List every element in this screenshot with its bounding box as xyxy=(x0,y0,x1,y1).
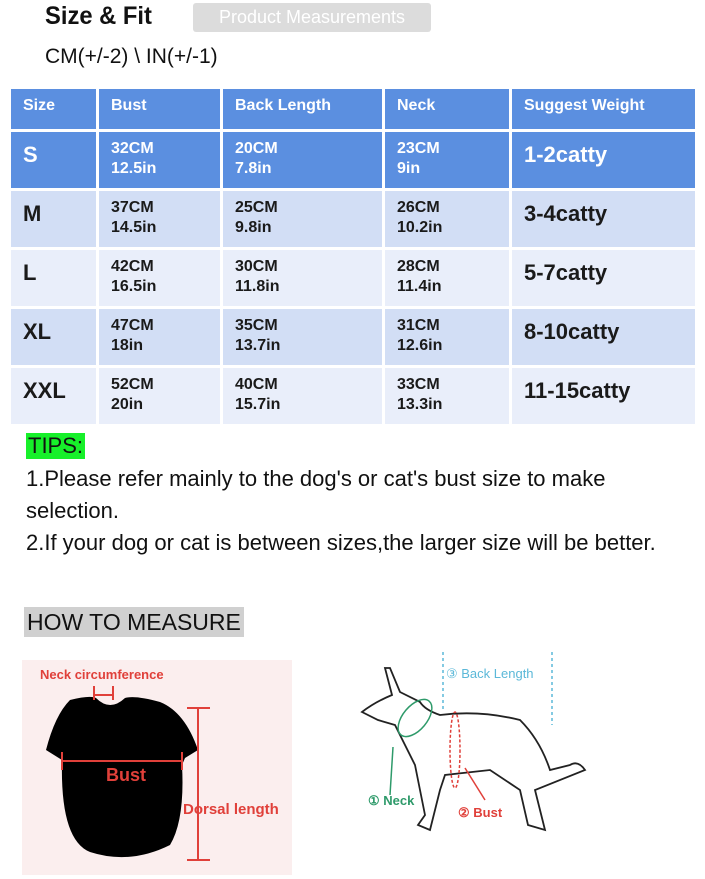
bust-cell: 47CM 18in xyxy=(99,309,220,365)
bust-cm: 42CM xyxy=(111,258,154,275)
neck-cell: 31CM 12.6in xyxy=(385,309,509,365)
dog-bust-label: ② Bust xyxy=(458,805,503,820)
neck-cell: 33CM 13.3in xyxy=(385,368,509,424)
size-cell: XL xyxy=(11,309,96,365)
neck-in: 10.2in xyxy=(397,219,443,236)
measurement-diagrams: Neck circumference Bust Dorsal length ③ … xyxy=(22,652,587,875)
bust-cm: 37CM xyxy=(111,199,154,216)
header-back-length: Back Length xyxy=(223,89,382,129)
how-to-measure-heading: HOW TO MEASURE xyxy=(24,607,244,637)
back-length-cell: 25CM 9.8in xyxy=(223,191,382,247)
weight-cell: 5-7catty xyxy=(512,250,695,306)
bust-cm: 47CM xyxy=(111,317,154,334)
back-length-cell: 40CM 15.7in xyxy=(223,368,382,424)
back-in: 9.8in xyxy=(235,219,272,236)
neck-cm: 26CM xyxy=(397,199,440,216)
page-title: Size & Fit xyxy=(45,2,152,30)
back-cm: 35CM xyxy=(235,317,278,334)
back-length-cell: 20CM 7.8in xyxy=(223,132,382,188)
bust-cm: 32CM xyxy=(111,140,154,157)
back-cm: 20CM xyxy=(235,140,278,157)
bust-label: Bust xyxy=(106,765,146,785)
neck-in: 13.3in xyxy=(397,396,443,413)
back-cm: 25CM xyxy=(235,199,278,216)
header-bust: Bust xyxy=(99,89,220,129)
weight-cell: 11-15catty xyxy=(512,368,695,424)
neck-cell: 26CM 10.2in xyxy=(385,191,509,247)
weight-cell: 8-10catty xyxy=(512,309,695,365)
table-row: L 42CM 16.5in 30CM 11.8in 28CM 11.4in 5-7ca… xyxy=(11,250,695,306)
back-in: 13.7in xyxy=(235,337,281,354)
size-chart-table: Size Bust Back Length Neck Suggest Weigh… xyxy=(8,86,698,427)
back-length-label: ③ Back Length xyxy=(446,666,534,681)
back-in: 15.7in xyxy=(235,396,281,413)
table-row: S 32CM 12.5in 20CM 7.8in 23CM 9in 1-2catty xyxy=(11,132,695,188)
back-in: 7.8in xyxy=(235,160,272,177)
shirt-measure-lines xyxy=(61,686,210,861)
size-cell: M xyxy=(11,191,96,247)
table-header-row: Size Bust Back Length Neck Suggest Weigh… xyxy=(11,89,695,129)
tip-1: 1.Please refer mainly to the dog's or ca… xyxy=(26,466,606,523)
back-in: 11.8in xyxy=(235,278,280,295)
neck-circumference-label: Neck circumference xyxy=(40,667,164,682)
tips-label: TIPS: xyxy=(26,433,86,459)
dog-outline-icon xyxy=(360,667,587,832)
header-suggest-weight: Suggest Weight xyxy=(512,89,695,129)
bust-cell: 42CM 16.5in xyxy=(99,250,220,306)
bust-in: 18in xyxy=(111,337,144,354)
bust-in: 20in xyxy=(111,396,144,413)
bust-cell: 52CM 20in xyxy=(99,368,220,424)
bust-in: 14.5in xyxy=(111,219,157,236)
back-length-cell: 35CM 13.7in xyxy=(223,309,382,365)
bust-cm: 52CM xyxy=(111,376,154,393)
back-length-cell: 30CM 11.8in xyxy=(223,250,382,306)
bust-cell: 32CM 12.5in xyxy=(99,132,220,188)
neck-cm: 33CM xyxy=(397,376,440,393)
weight-cell: 1-2catty xyxy=(512,132,695,188)
size-cell: L xyxy=(11,250,96,306)
dog-measure-lines xyxy=(389,652,553,801)
header-neck: Neck xyxy=(385,89,509,129)
tip-2: 2.If your dog or cat is between sizes,th… xyxy=(26,530,656,555)
bust-cell: 37CM 14.5in xyxy=(99,191,220,247)
back-cm: 30CM xyxy=(235,258,278,275)
dorsal-length-label: Dorsal length xyxy=(183,801,279,818)
header-size: Size xyxy=(11,89,96,129)
size-cell: S xyxy=(11,132,96,188)
neck-label: ① Neck xyxy=(368,793,415,808)
neck-in: 9in xyxy=(397,160,421,177)
neck-cm: 23CM xyxy=(397,140,440,157)
table-row: XL 47CM 18in 35CM 13.7in 31CM 12.6in 8-10ca… xyxy=(11,309,695,365)
table-row: M 37CM 14.5in 25CM 9.8in 26CM 10.2in 3-4cat… xyxy=(11,191,695,247)
bust-in: 16.5in xyxy=(111,278,157,295)
neck-cell: 23CM 9in xyxy=(385,132,509,188)
neck-cm: 31CM xyxy=(397,317,440,334)
neck-in: 11.4in xyxy=(397,278,442,295)
neck-cm: 28CM xyxy=(397,258,440,275)
table-row: XXL 52CM 20in 40CM 15.7in 33CM 13.3in 11-15… xyxy=(11,368,695,424)
shirt-silhouette-icon xyxy=(46,696,198,858)
tolerance-note: CM(+/-2) \ IN(+/-1) xyxy=(45,45,218,68)
product-measurements-badge: Product Measurements xyxy=(193,3,431,32)
weight-cell: 3-4catty xyxy=(512,191,695,247)
size-cell: XXL xyxy=(11,368,96,424)
back-cm: 40CM xyxy=(235,376,278,393)
neck-cell: 28CM 11.4in xyxy=(385,250,509,306)
neck-in: 12.6in xyxy=(397,337,443,354)
bust-in: 12.5in xyxy=(111,160,157,177)
